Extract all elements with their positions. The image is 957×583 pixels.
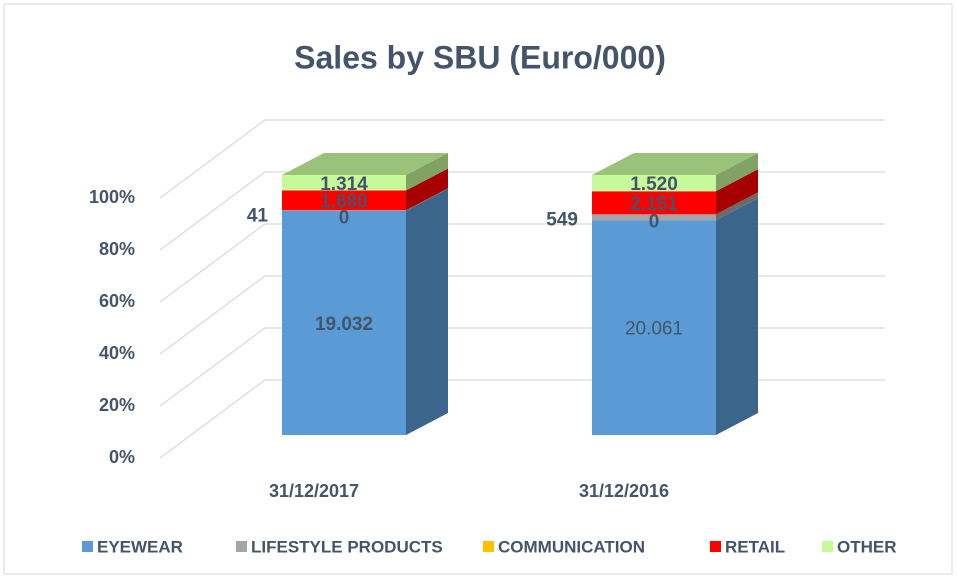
y-tick-label: 20% [99,395,135,415]
legend-swatch [822,541,833,552]
data-label: 1.520 [630,174,678,195]
chart-border [4,4,952,574]
legend-swatch [710,541,721,552]
y-tick-label: 60% [99,291,135,311]
data-label: 41 [247,205,269,226]
y-tick-label: 0% [109,447,135,467]
data-label: 19.032 [315,314,373,335]
x-tick-label: 31/12/2017 [269,481,359,501]
chart-title: Sales by SBU (Euro/000) [294,39,666,75]
data-label: 2.151 [630,194,678,215]
legend-label: COMMUNICATION [498,537,645,556]
data-label: 20.061 [625,319,683,340]
bar-segment-side [406,189,448,435]
legend-swatch [82,541,93,552]
bar-segment-side [716,198,758,435]
legend-swatch [483,541,494,552]
legend-label: OTHER [837,537,897,556]
legend-label: LIFESTYLE PRODUCTS [251,537,443,556]
legend-swatch [236,541,247,552]
y-tick-label: 100% [89,187,135,207]
y-tick-label: 80% [99,239,135,259]
legend-label: EYEWEAR [97,537,183,556]
data-label: 1.314 [320,174,368,195]
legend-label: RETAIL [725,537,785,556]
data-label: 549 [546,209,578,230]
y-tick-label: 40% [99,343,135,363]
x-tick-label: 31/12/2016 [579,481,669,501]
